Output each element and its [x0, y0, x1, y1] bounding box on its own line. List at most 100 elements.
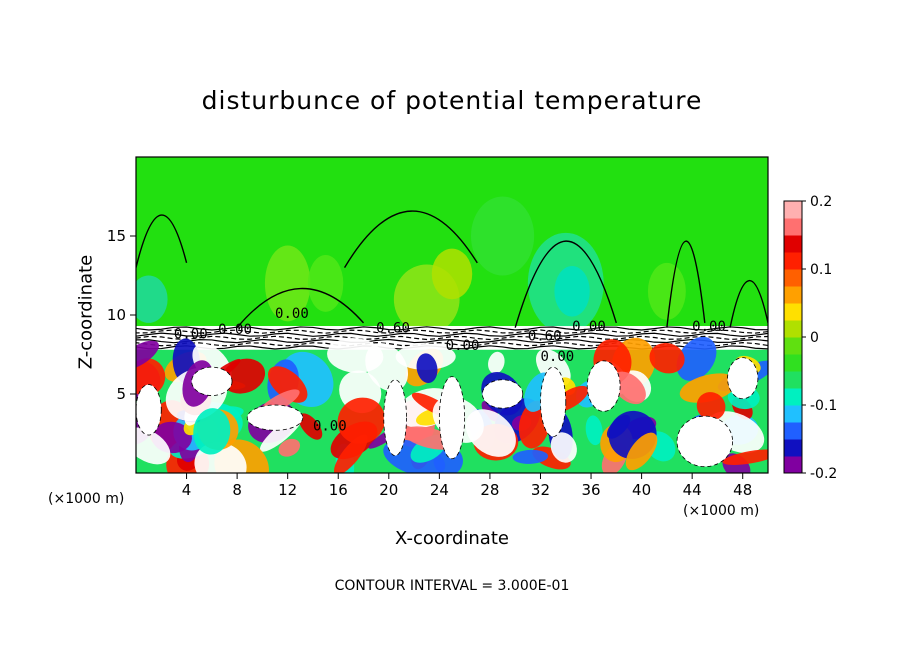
- colorbar-tick-label: 0.2: [810, 194, 832, 210]
- turbulence-cell: [333, 434, 368, 473]
- colorbar-swatch: [784, 371, 802, 389]
- x-tick-label: 4: [182, 481, 192, 499]
- y-axis-label: Z-coordinate: [75, 254, 97, 370]
- contour-label: 0.00: [313, 418, 347, 434]
- contour-label: 0.00: [572, 319, 606, 335]
- cold-anomaly: [438, 376, 466, 460]
- turbulence-cell: [679, 373, 738, 403]
- x-tick-label: 32: [531, 481, 550, 499]
- colorbar-tick-label: 0.1: [810, 262, 832, 278]
- x-tick-label: 12: [278, 481, 297, 499]
- upper-blob: [136, 275, 168, 323]
- upper-blob: [431, 248, 473, 300]
- zero-contour: [236, 287, 365, 329]
- turbulence-cell: [365, 343, 409, 392]
- upper-blob: [264, 245, 311, 322]
- inversion-contour: [136, 332, 768, 337]
- turbulence-cell: [606, 414, 631, 439]
- colorbar-swatch: [784, 439, 802, 457]
- zero-contour: [666, 240, 706, 328]
- colorbar-swatch: [784, 388, 802, 406]
- colorbar-swatch: [784, 337, 802, 355]
- contour-label: 0.00: [218, 322, 252, 338]
- field-layer: [136, 157, 768, 473]
- chart-title: disturbunce of potential temperature: [201, 86, 703, 115]
- colorbar-tick-label: -0.2: [810, 466, 837, 482]
- x-unit-left-label: (×1000 m): [48, 491, 125, 507]
- turbulence-cell: [676, 336, 717, 381]
- contour-label: 0.00: [692, 319, 726, 335]
- x-tick-label: 40: [632, 481, 651, 499]
- turbulence-cell: [585, 415, 603, 446]
- turbulence-cell: [337, 397, 386, 444]
- cold-anomaly: [540, 366, 567, 438]
- cold-anomaly: [676, 415, 734, 468]
- upper-blob: [307, 254, 344, 312]
- x-tick-label: 16: [329, 481, 348, 499]
- inversion-contour: [136, 329, 768, 334]
- turbulence-cell: [625, 432, 658, 471]
- x-tick-label: 24: [430, 481, 449, 499]
- x-tick-label: 20: [379, 481, 398, 499]
- cold-anomaly: [191, 366, 233, 396]
- x-tick-label: 48: [733, 481, 752, 499]
- cold-anomaly: [383, 379, 407, 457]
- colorbar-swatch: [784, 320, 802, 338]
- turbulence-cell: [136, 358, 166, 397]
- upper-blob: [470, 196, 535, 276]
- colorbar-swatch: [784, 354, 802, 372]
- turbulence-cell: [298, 413, 323, 440]
- contour-label: 0.00: [446, 338, 480, 354]
- turbulence-cell: [193, 408, 231, 455]
- colorbar-swatch: [784, 269, 802, 287]
- upper-blob: [647, 262, 686, 320]
- colorbar-swatch: [784, 218, 802, 236]
- cold-anomaly: [246, 404, 304, 431]
- turbulence-cell: [612, 371, 646, 405]
- y-tick-label: 15: [107, 227, 126, 245]
- colorbar-tick-label: 0: [810, 330, 819, 346]
- x-tick-label: 8: [232, 481, 242, 499]
- cold-anomaly: [727, 357, 759, 400]
- x-tick-label: 44: [683, 481, 702, 499]
- turbulence-cell: [512, 449, 549, 464]
- colorbar-tick-label: -0.1: [810, 398, 837, 414]
- colorbar-swatch: [784, 252, 802, 270]
- y-tick-label: 10: [107, 306, 126, 324]
- colorbar-swatch: [784, 405, 802, 423]
- contour-label: 0.60: [376, 320, 410, 336]
- inversion-contour: [136, 326, 768, 331]
- colorbar-swatch: [784, 456, 802, 474]
- colorbar-swatch: [784, 303, 802, 321]
- cold-anomaly: [586, 360, 621, 412]
- contour-label: 0.00: [275, 306, 309, 322]
- colorbar-swatch: [784, 235, 802, 253]
- x-tick-label: 36: [581, 481, 600, 499]
- x-tick-label: 28: [480, 481, 499, 499]
- zero-contour: [136, 214, 188, 268]
- zero-contour: [343, 210, 478, 268]
- upper-blob: [554, 266, 590, 317]
- cold-anomaly: [136, 384, 162, 436]
- zero-contour: [514, 240, 617, 328]
- contour-label: 0.00: [174, 327, 208, 343]
- turbulence-cell: [696, 392, 726, 421]
- turbulence-cell: [136, 340, 159, 371]
- x-axis-label: X-coordinate: [395, 528, 509, 549]
- contour-interval-note: CONTOUR INTERVAL = 3.000E-01: [334, 578, 570, 594]
- turbulence-cell: [416, 353, 438, 384]
- contour-label: 0.00: [540, 349, 574, 365]
- turbulence-cell: [278, 438, 301, 457]
- turbulence-cell: [488, 351, 505, 374]
- zero-contour: [729, 279, 768, 328]
- colorbar-swatch: [784, 422, 802, 440]
- inversion-contour: [136, 338, 768, 344]
- colorbar-swatch: [784, 286, 802, 304]
- contour-label: 0.60: [528, 328, 562, 344]
- colorbar-swatch: [784, 201, 802, 219]
- y-tick-label: 5: [116, 385, 126, 403]
- x-unit-right-label: (×1000 m): [683, 503, 760, 519]
- turbulence-cell: [722, 449, 768, 465]
